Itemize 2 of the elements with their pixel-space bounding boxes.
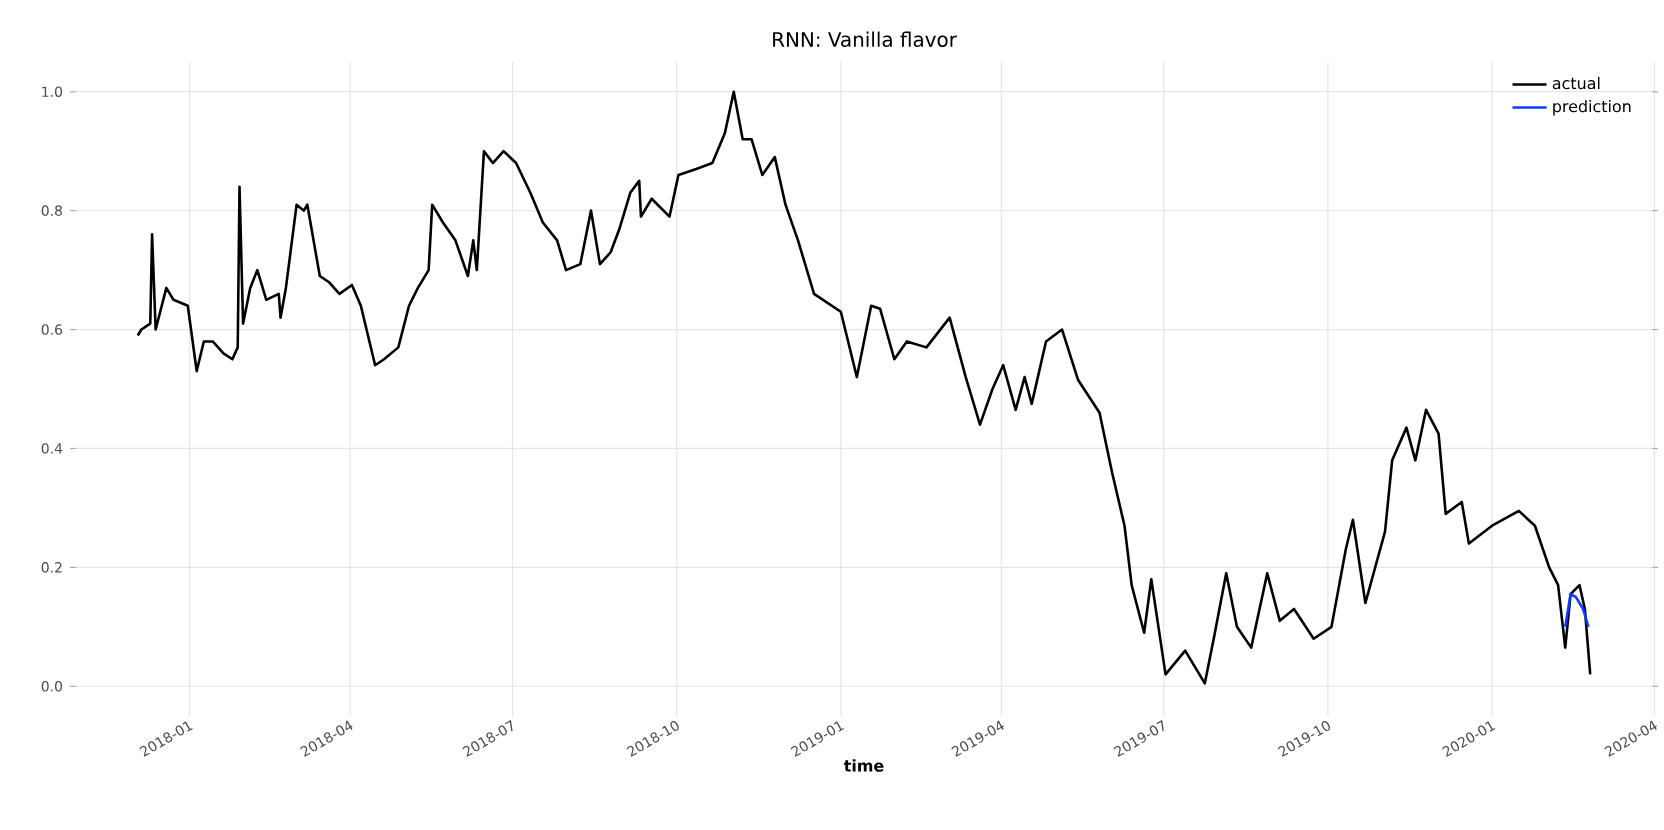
line-series [1563, 592, 1590, 629]
chart-title: RNN: Vanilla flavor [773, 31, 957, 47]
